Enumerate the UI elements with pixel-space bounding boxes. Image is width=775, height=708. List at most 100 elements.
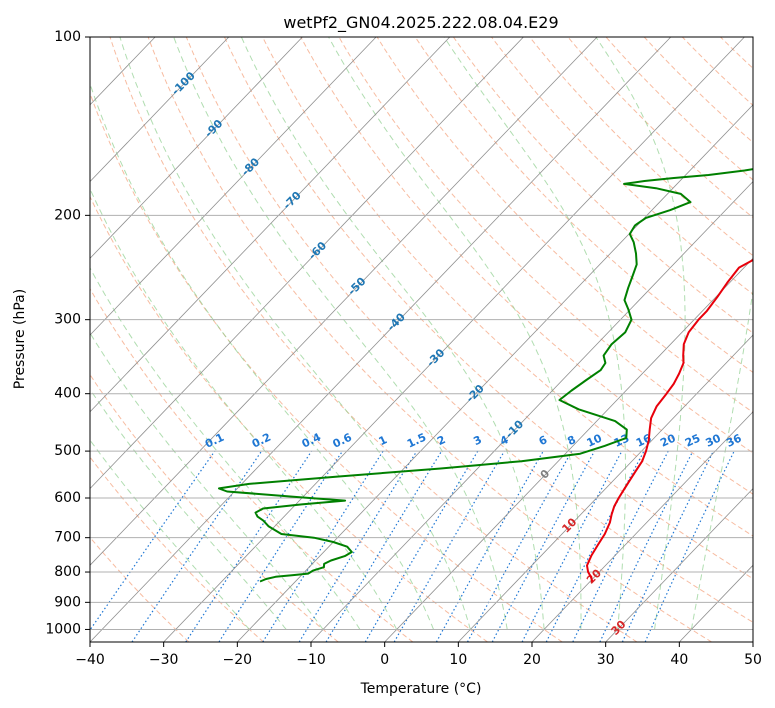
isotherm-line [605, 487, 753, 642]
profile-series [218, 168, 753, 583]
isotherm-line [90, 37, 598, 566]
y-tick-label: 300 [54, 312, 81, 328]
x-axis-ticks: −40 −30 −20 −10 0 10 20 30 40 50 [75, 642, 762, 668]
mixing-ratio-line [185, 450, 313, 642]
dry-adiabat-line [759, 37, 775, 642]
isotherm-line [679, 564, 753, 642]
dewpoint-profile-line [218, 168, 753, 583]
mixing-ratio-label: 2 [435, 433, 447, 448]
moist-adiabat-line [595, 37, 686, 630]
y-tick-label: 800 [54, 564, 81, 580]
mixing-ratio-label: 0.4 [300, 430, 323, 450]
dry-adiabat-line [109, 37, 638, 642]
moist-adiabat-line [119, 37, 471, 630]
y-tick-label: 400 [54, 386, 81, 402]
plot-frame [89, 36, 754, 643]
isotherm-line [458, 334, 753, 642]
y-tick-label: 900 [54, 594, 81, 610]
isotherm-label: 40 [633, 669, 653, 689]
dry-adiabat-line [605, 37, 753, 181]
mixing-ratio-line [364, 450, 479, 642]
isotherm-line [752, 641, 753, 642]
isotherm-line [90, 37, 230, 183]
mixing-ratio-line [644, 450, 735, 642]
dry-adiabat-line [147, 37, 712, 642]
mixing-ratio-label: 1.5 [405, 431, 428, 451]
isotherm-line [90, 37, 303, 259]
mixing-ratio-label: 3 [471, 433, 483, 448]
moist-adiabat-line [90, 439, 250, 630]
mixing-ratio-line [325, 450, 443, 642]
grid-lines [0, 37, 753, 642]
dry-adiabat-line [681, 37, 753, 106]
isotherm-line [90, 37, 672, 642]
y-tick-label: 500 [54, 443, 81, 459]
mixing-ratio-line [572, 450, 669, 642]
y-tick-label: 100 [54, 29, 81, 45]
isotherm-line [90, 37, 377, 336]
x-tick-label: −20 [223, 652, 253, 668]
mixing-ratio-label: 36 [724, 431, 744, 449]
x-tick-label: 0 [380, 652, 389, 668]
x-tick-label: −30 [149, 652, 179, 668]
background-lines [90, 37, 775, 642]
dry-adiabat-line [452, 37, 753, 334]
isotherm-line [384, 257, 753, 642]
mixing-ratio-label: 10 [585, 431, 605, 449]
mixing-ratio-label: 16 [634, 431, 654, 449]
moist-adiabat-line [690, 287, 753, 630]
x-tick-label: 40 [670, 652, 688, 668]
isotherm-line [90, 37, 451, 413]
dry-adiabat-line [567, 37, 753, 219]
y-tick-label: 1000 [45, 621, 81, 637]
isotherm-line [531, 411, 753, 642]
mixing-ratio-line [521, 450, 623, 642]
mixing-ratio-line [90, 450, 216, 632]
mixing-ratio-line [298, 450, 418, 642]
mixing-ratio-label: 0.2 [250, 431, 273, 451]
isotherm-line [163, 37, 745, 642]
chart-title: wetPf2_GN04.2025.222.08.04.E29 [283, 13, 558, 33]
moist-adiabat-line [90, 388, 287, 630]
mixing-ratio-label: 1 [377, 433, 389, 448]
x-tick-label: 20 [523, 652, 541, 668]
x-axis-label: Temperature (°C) [360, 681, 482, 697]
line-labels: -100-90-80-70-60-50-40-30-20-10010203040… [169, 69, 744, 689]
mixing-ratio-label: 6 [537, 433, 550, 448]
dry-adiabat-line [185, 37, 753, 623]
x-tick-label: −40 [75, 652, 105, 668]
dry-adiabat-line [90, 456, 264, 642]
y-tick-label: 700 [54, 530, 81, 546]
mixing-ratio-line [435, 450, 544, 642]
dry-adiabat-line [90, 195, 488, 642]
y-tick-label: 600 [54, 490, 81, 506]
mixing-ratio-label: 30 [704, 431, 724, 449]
dry-adiabat-line [491, 37, 753, 295]
dry-adiabat-line [90, 536, 190, 642]
mixing-ratio-label: 25 [683, 432, 702, 450]
mixing-ratio-label: 20 [658, 431, 678, 449]
moist-adiabat-line [443, 37, 626, 630]
x-tick-label: 50 [744, 652, 762, 668]
dry-adiabat-line [376, 37, 753, 413]
mixing-ratio-label: 0.1 [203, 431, 226, 451]
moist-adiabat-line [173, 37, 508, 630]
moist-adiabat-line [90, 82, 435, 630]
mixing-ratio-line [393, 450, 505, 642]
temperature-profile-line [586, 258, 753, 582]
moist-adiabat-line [240, 37, 545, 630]
x-tick-label: 30 [597, 652, 615, 668]
dry-adiabat-line [262, 37, 753, 537]
x-tick-label: −10 [296, 652, 326, 668]
moist-adiabat-line [328, 37, 582, 630]
isotherm-line [0, 37, 8, 642]
dry-adiabat-line [90, 92, 563, 642]
y-axis-ticks: 100 200 300 400 500 600 700 800 900 1000 [45, 29, 90, 637]
isotherm-line [237, 104, 753, 642]
dry-adiabat-line [720, 37, 753, 70]
mixing-ratio-line [218, 450, 343, 642]
moist-adiabat-line [90, 187, 398, 630]
dry-adiabat-line [338, 37, 753, 454]
mixing-ratio-line [131, 450, 263, 642]
